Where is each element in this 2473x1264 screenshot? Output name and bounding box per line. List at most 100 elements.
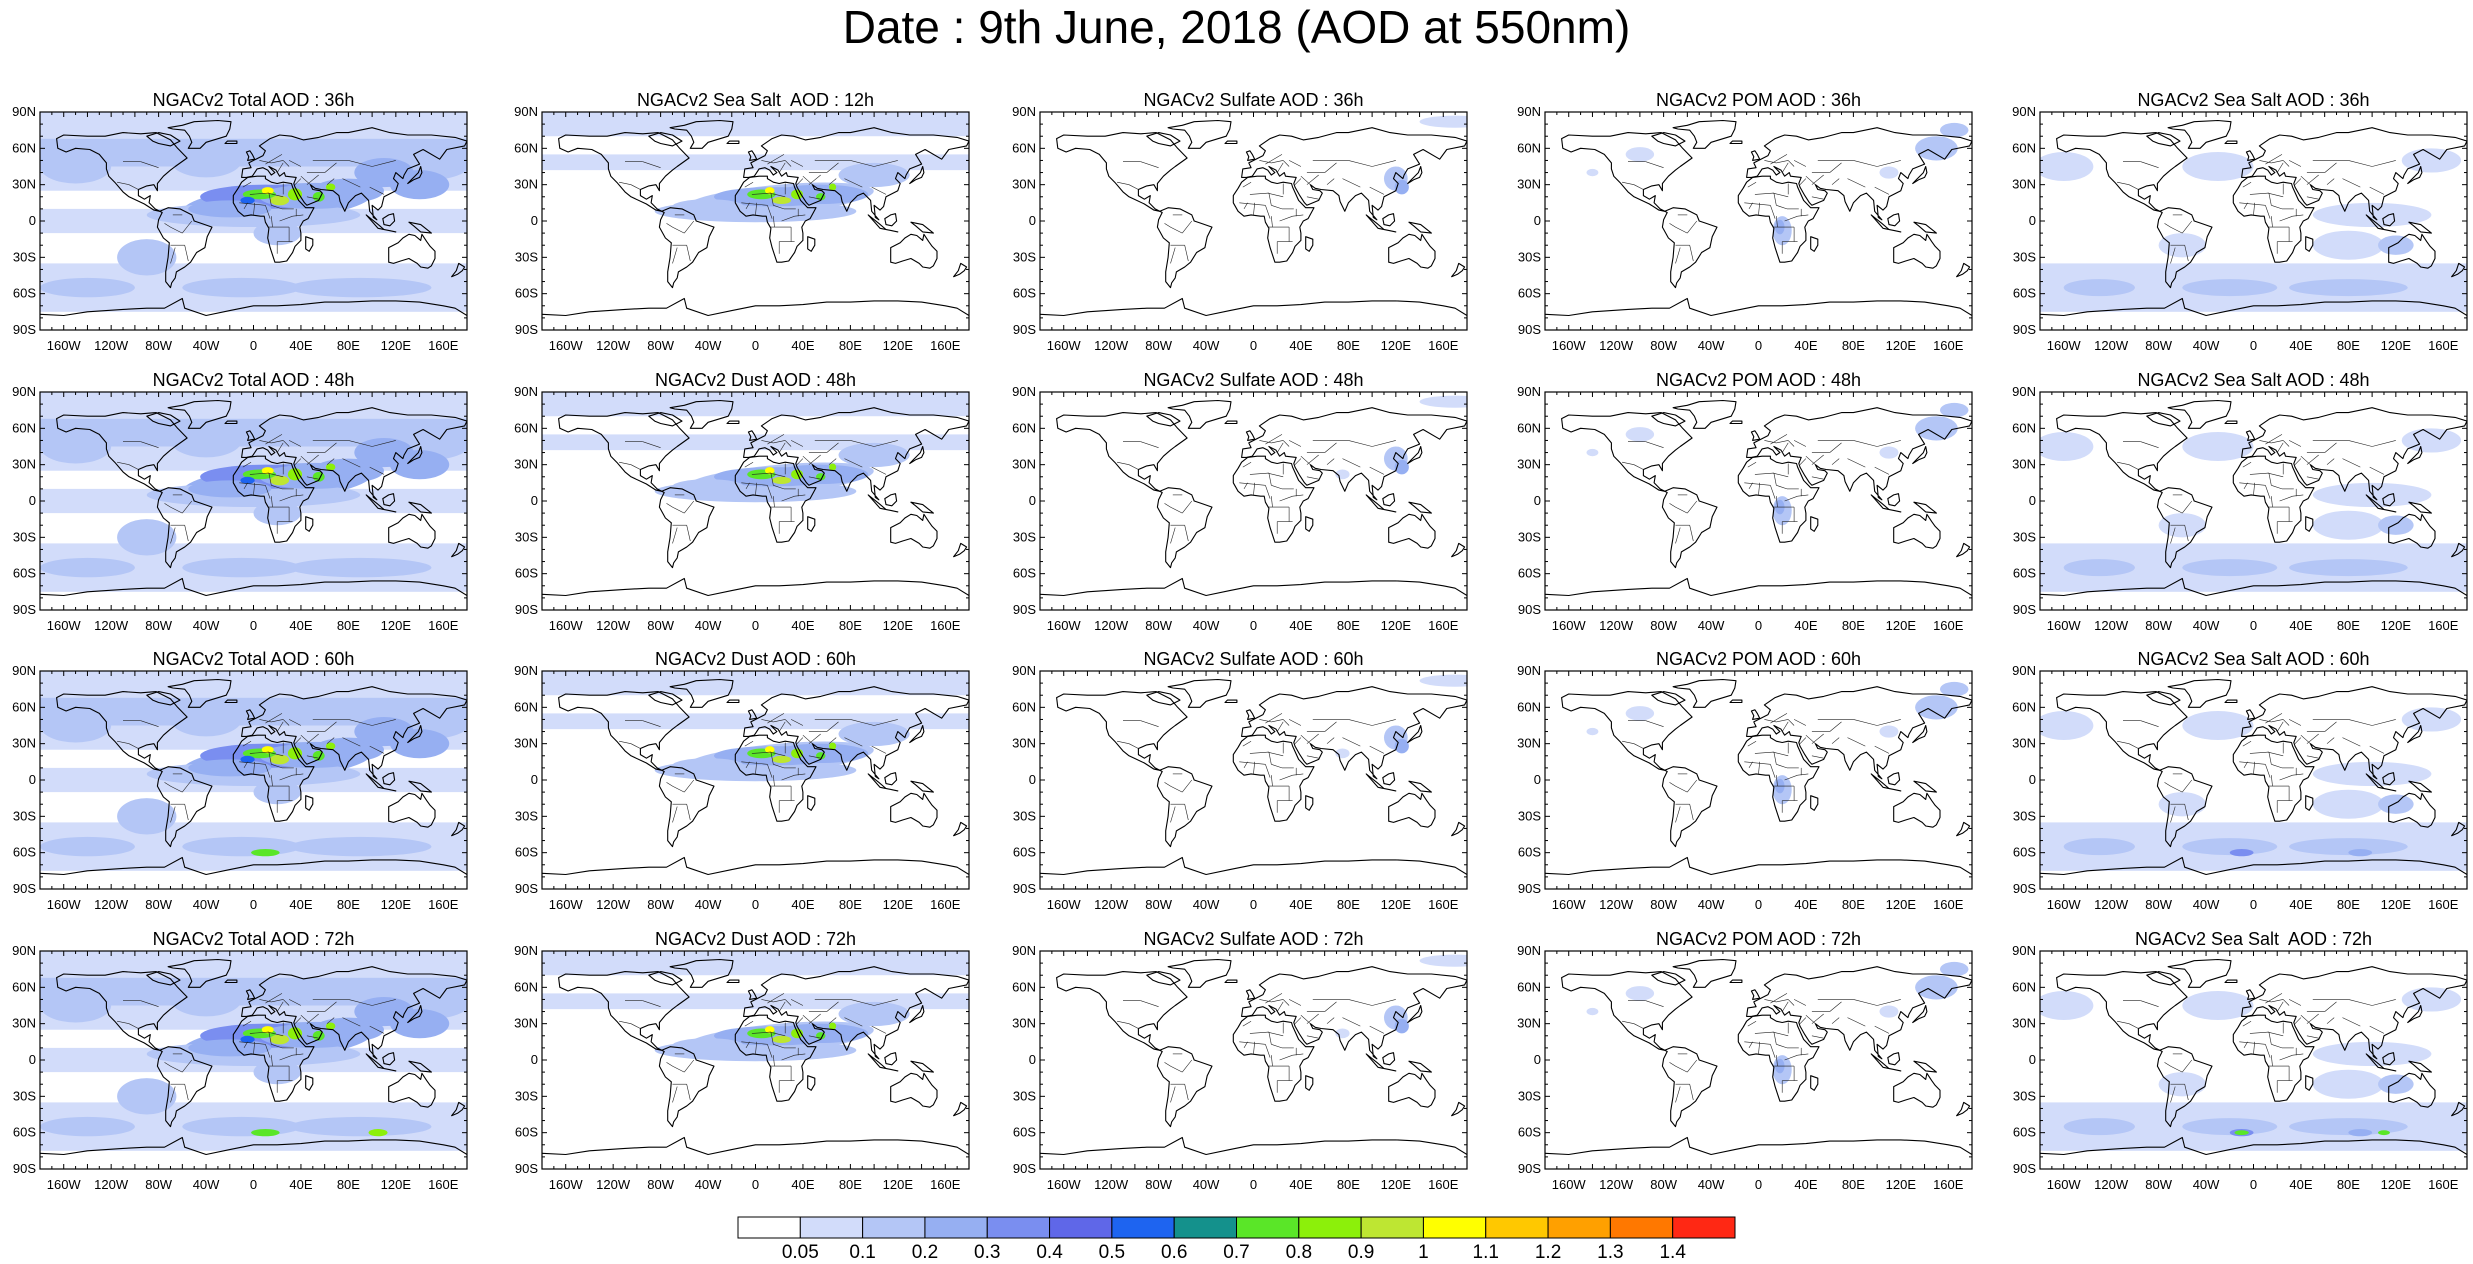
coastline-southAmerica [658,487,715,569]
lon-tick-label: 120W [2094,1177,2129,1192]
coastline-europeAsia [2241,407,2467,501]
lon-tick-label: 120E [883,897,914,912]
lat-tick-label: 30N [2012,1016,2036,1031]
coastline-britain [1750,430,1761,441]
coastline-newZealand [1956,542,1971,558]
lat-tick-label: 60N [1012,979,1036,994]
lon-tick-label: 160W [549,897,584,912]
coastline-japan [407,445,423,465]
coastline-britain [1245,150,1256,161]
lon-tick-label: 160W [549,338,584,353]
lon-tick-label: 120W [1094,338,1129,353]
coastline-newZealand [953,821,968,837]
coastline-southAmerica [1661,1046,1718,1128]
coastline-antarctica [40,856,467,876]
lon-tick-label: 0 [752,618,759,633]
coastline-indonesia [365,773,397,792]
coastline-europeAsia [241,966,467,1060]
coastline-antarctica [2040,297,2467,317]
coastline-madagascar [807,516,816,532]
lat-tick-label: 60N [1517,420,1541,435]
coastline-europeAsia [2241,686,2467,780]
world-map: 90N 60N 30N 0 30S 60S 90S 160W 120W 80W 40W 0 40E 80E… [514,663,970,912]
lon-tick-label: 40W [193,338,220,353]
lon-tick-label: 120E [381,618,412,633]
lat-tick-label: 90N [12,104,36,119]
coastline-northAmerica [558,412,690,492]
map-panel: NGACv2 Total AOD : 60h 90N 60N 30N 0 30S 60S 90… [0,649,507,919]
lat-tick-label: 30N [1517,457,1541,472]
panel-title: NGACv2 Dust AOD : 48h [654,370,857,390]
lon-tick-label: 160E [1428,897,1459,912]
lat-tick-label: 90N [2012,943,2036,958]
coastline-japan [407,1004,423,1024]
lon-tick-label: 0 [250,1177,257,1192]
world-map: 90N 60N 30N 0 30S 60S 90S 160W 120W 80W 40W 0 40E 80E… [12,384,468,633]
lat-tick-label: 0 [29,772,36,787]
colorbar-swatch [1422,1216,1487,1239]
coastline-indonesia [867,214,899,233]
coastline-greenland [167,678,232,708]
coastline-australia [1893,513,1941,549]
coastline-britain [2245,989,2256,1000]
panel-title: NGACv2 Sulfate AOD : 48h [1143,370,1364,390]
coastline-baffin [1651,132,1686,147]
lon-tick-label: 80E [1842,338,1865,353]
coastline-japan [2407,724,2423,744]
coastline-madagascar [1810,795,1819,811]
lon-tick-label: 80W [145,338,172,353]
lon-tick-label: 80W [647,618,674,633]
lat-tick-label: 60N [1012,420,1036,435]
lat-tick-label: 30N [1517,1016,1541,1031]
coastline-baffin [1146,412,1181,427]
world-map: 90N 60N 30N 0 30S 60S 90S 160W 120W 80W 40W 0 40E 80E… [2012,384,2468,633]
coastline-madagascar [305,795,314,811]
lon-tick-label: 160E [2428,618,2459,633]
lon-tick-label: 120E [1381,618,1412,633]
lon-tick-label: 0 [2250,618,2257,633]
coastline-newZealand [451,821,466,837]
lon-tick-label: 120E [1381,897,1412,912]
lon-tick-label: 80E [2337,338,2360,353]
coastline-northAmerica [1561,971,1693,1051]
lon-tick-label: 160E [428,618,459,633]
colorbar-label: 0.9 [1348,1242,1374,1263]
lon-tick-label: 0 [2250,1177,2257,1192]
coastline-europeAsia [1746,127,1972,221]
coastline-madagascar [2305,236,2314,252]
coastline-indonesia [365,214,397,233]
lon-tick-label: 40W [1698,618,1725,633]
panel-title: NGACv2 Total AOD : 48h [152,370,355,390]
coastline-antarctica [2040,577,2467,597]
coastline-europeAsia [743,966,969,1060]
lon-tick-label: 40E [289,618,312,633]
colorbar-swatch [1298,1216,1362,1239]
lon-tick-label: 120W [94,1177,129,1192]
lat-tick-label: 90N [12,663,36,678]
lon-tick-label: 80E [337,338,360,353]
coastline-madagascar [807,1075,816,1091]
lat-tick-label: 60S [1013,286,1036,301]
coastline-japan [2407,165,2423,185]
lat-tick-label: 0 [2029,1052,2036,1067]
coastline-indonesia [867,773,899,792]
coastline-iceland [2224,420,2238,425]
coastline-britain [1750,989,1761,1000]
map-panel: NGACv2 Sulfate AOD : 48h 90N 60N 30N 0 30S 60S… [1000,370,1507,640]
lat-tick-label: 30N [2012,177,2036,192]
lon-tick-label: 160W [1552,897,1587,912]
coastline-indonesia [867,1053,899,1072]
lon-tick-label: 40E [1794,338,1817,353]
lon-tick-label: 40E [1794,897,1817,912]
lon-tick-label: 80E [839,338,862,353]
panel-title: NGACv2 POM AOD : 48h [1655,370,1862,390]
lon-tick-label: 40E [289,1177,312,1192]
lon-tick-label: 120W [2094,897,2129,912]
lon-tick-label: 40W [2193,338,2220,353]
lon-tick-label: 80W [1650,1177,1677,1192]
coastline-northAmerica [2056,132,2188,212]
lon-tick-label: 120W [2094,338,2129,353]
lon-tick-label: 80W [1650,897,1677,912]
coastline-iceland [726,420,740,425]
coastline-greenland [2167,399,2232,429]
